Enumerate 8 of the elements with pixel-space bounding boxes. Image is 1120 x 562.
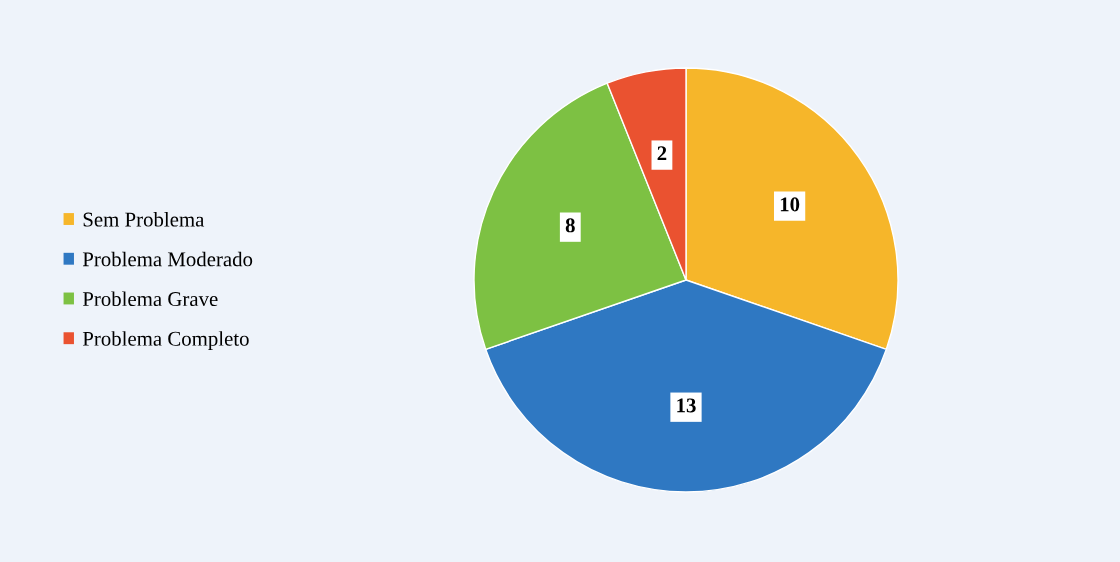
legend-label: Problema Completo: [82, 331, 249, 351]
legend-label: Sem Problema: [83, 211, 205, 227]
data-label: 2: [657, 146, 667, 161]
legend-label: Problema Moderado: [82, 251, 253, 267]
legend-label: Problema Grave: [82, 291, 218, 307]
data-label: 8: [565, 218, 575, 233]
data-label: 13: [677, 398, 696, 413]
data-label: 10: [780, 197, 800, 212]
